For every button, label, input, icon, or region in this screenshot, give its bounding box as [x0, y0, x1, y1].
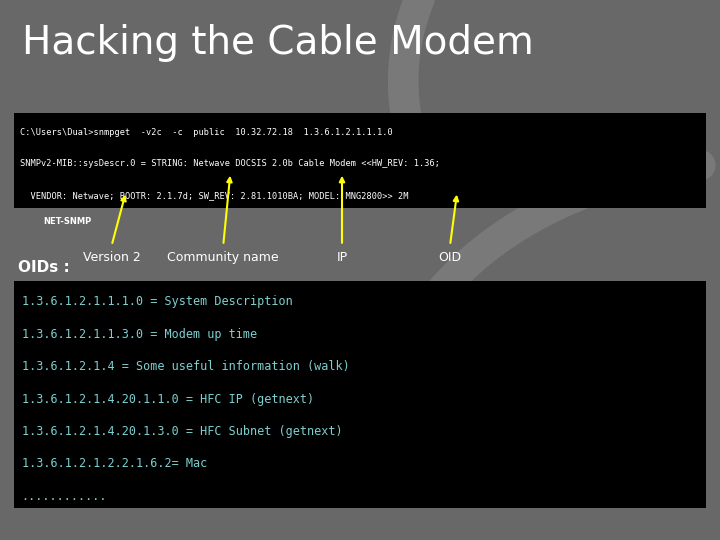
Text: 1.3.6.1.2.1.2.2.1.6.2= Mac: 1.3.6.1.2.1.2.2.1.6.2= Mac	[22, 457, 207, 470]
Text: IP: IP	[336, 251, 348, 264]
FancyBboxPatch shape	[14, 281, 706, 508]
Text: SNMPv2-MIB::sysDescr.0 = STRING: Netwave DOCSIS 2.0b Cable Modem <<HW_REV: 1.36;: SNMPv2-MIB::sysDescr.0 = STRING: Netwave…	[20, 159, 440, 168]
Text: VENDOR: Netwave; BOOTR: 2.1.7d; SW_REV: 2.81.1010BA; MODEL: MNG2800>> 2M: VENDOR: Netwave; BOOTR: 2.1.7d; SW_REV: …	[20, 191, 409, 200]
Text: ............: ............	[22, 490, 107, 503]
Text: Hacking the Cable Modem: Hacking the Cable Modem	[22, 24, 534, 62]
Text: Community name: Community name	[167, 251, 279, 264]
Text: 1.3.6.1.2.1.4.20.1.1.0 = HFC IP (getnext): 1.3.6.1.2.1.4.20.1.1.0 = HFC IP (getnext…	[22, 393, 314, 406]
Text: NET-SNMP: NET-SNMP	[43, 217, 91, 226]
Text: 1.3.6.1.2.1.4 = Some useful information (walk): 1.3.6.1.2.1.4 = Some useful information …	[22, 360, 349, 373]
Text: 1.3.6.1.2.1.4.20.1.3.0 = HFC Subnet (getnext): 1.3.6.1.2.1.4.20.1.3.0 = HFC Subnet (get…	[22, 425, 342, 438]
FancyBboxPatch shape	[14, 113, 706, 208]
Text: 1.3.6.1.2.1.1.1.0 = System Description: 1.3.6.1.2.1.1.1.0 = System Description	[22, 295, 292, 308]
Text: 1.3.6.1.2.1.1.3.0 = Modem up time: 1.3.6.1.2.1.1.3.0 = Modem up time	[22, 328, 257, 341]
Text: OIDs :: OIDs :	[18, 260, 70, 275]
Text: OID: OID	[438, 251, 462, 264]
Text: Version 2: Version 2	[83, 251, 140, 264]
Text: C:\Users\Dual>snmpget  -v2c  -c  public  10.32.72.18  1.3.6.1.2.1.1.1.0: C:\Users\Dual>snmpget -v2c -c public 10.…	[20, 128, 393, 137]
